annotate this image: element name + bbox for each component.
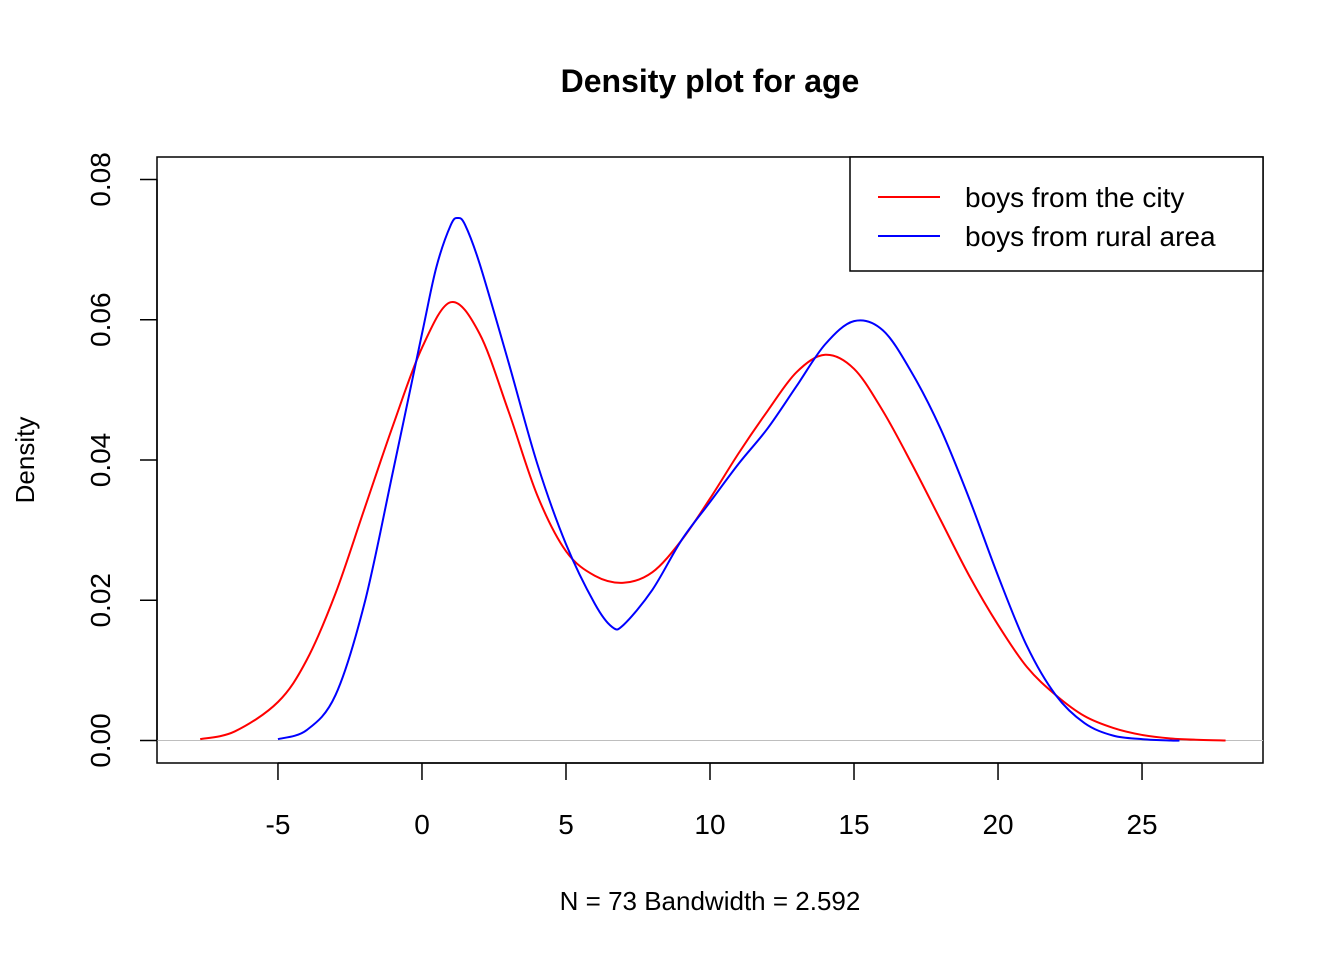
x-axis: -5 0 5 10 15 20 25 [266, 762, 1158, 840]
y-axis: 0.00 0.02 0.04 0.06 0.08 [85, 152, 158, 768]
x-axis-label: N = 73 Bandwidth = 2.592 [560, 886, 861, 916]
x-tick-label: 10 [694, 809, 725, 840]
legend-label-city: boys from the city [965, 182, 1184, 213]
y-tick-label: 0.00 [85, 713, 116, 768]
y-tick-label: 0.06 [85, 292, 116, 347]
series-line-city [199, 301, 1226, 742]
x-tick-label: 25 [1126, 809, 1157, 840]
y-axis-label: Density [10, 417, 40, 504]
y-tick-label: 0.08 [85, 152, 116, 207]
x-tick-label: 5 [558, 809, 574, 840]
x-tick-label: -5 [266, 809, 291, 840]
x-tick-label: 15 [838, 809, 869, 840]
y-tick-label: 0.04 [85, 433, 116, 488]
legend-label-rural: boys from rural area [965, 221, 1216, 252]
chart-title: Density plot for age [561, 63, 860, 99]
x-tick-label: 20 [982, 809, 1013, 840]
series-layer [199, 216, 1226, 742]
y-tick-label: 0.02 [85, 573, 116, 628]
legend: boys from the city boys from rural area [849, 156, 1264, 272]
series-line-rural [277, 216, 1180, 742]
x-tick-label: 0 [414, 809, 430, 840]
legend-box [849, 156, 1264, 272]
